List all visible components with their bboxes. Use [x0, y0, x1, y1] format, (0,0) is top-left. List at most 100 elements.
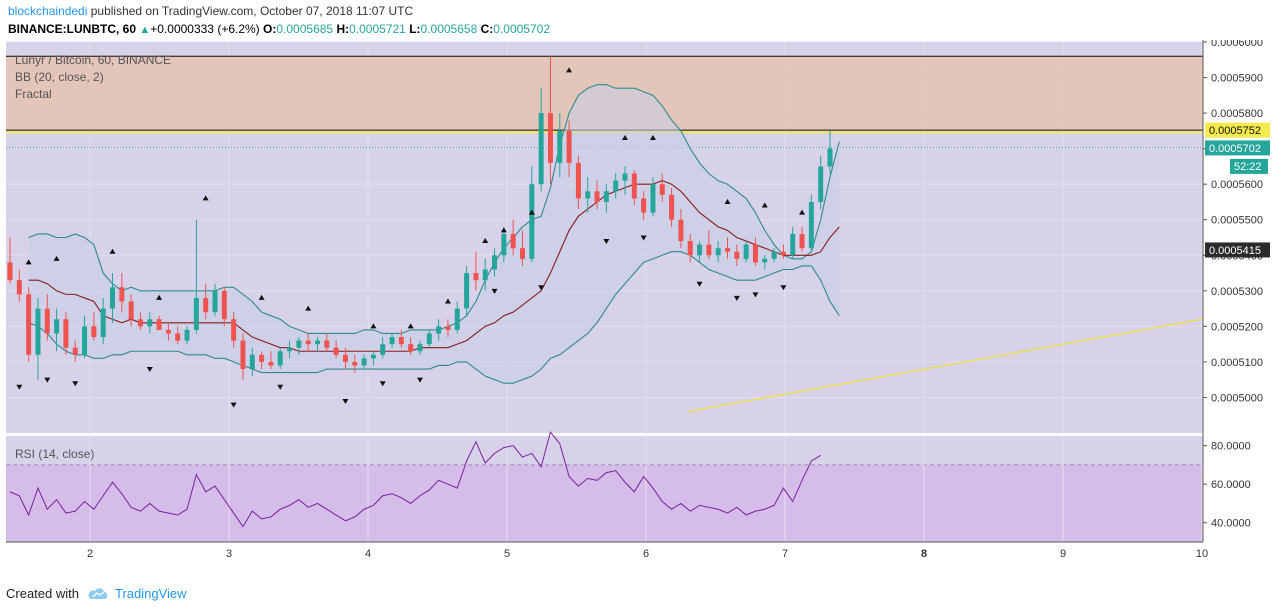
candle[interactable] [762, 255, 768, 270]
candle[interactable] [771, 248, 777, 263]
candle[interactable] [296, 337, 302, 355]
candle[interactable] [585, 177, 591, 213]
candle[interactable] [315, 337, 320, 352]
candle[interactable] [417, 340, 423, 355]
candle[interactable] [147, 312, 153, 334]
candle[interactable] [603, 184, 609, 213]
candle[interactable] [734, 244, 740, 266]
candle[interactable] [631, 169, 637, 206]
candle[interactable] [128, 294, 134, 327]
candle[interactable] [743, 241, 749, 263]
tradingview-link[interactable]: TradingView [87, 586, 187, 601]
candle[interactable] [82, 315, 88, 359]
candle[interactable] [240, 333, 246, 380]
candle[interactable] [91, 312, 97, 341]
candle[interactable] [7, 237, 13, 284]
candle[interactable] [547, 56, 553, 185]
candle[interactable] [687, 233, 693, 263]
candle[interactable] [175, 326, 181, 345]
candle[interactable] [780, 244, 786, 259]
candle[interactable] [538, 88, 544, 192]
candle[interactable] [454, 301, 460, 334]
candle[interactable] [482, 258, 488, 291]
candle[interactable] [165, 322, 171, 341]
candle[interactable] [35, 297, 41, 380]
candle[interactable] [678, 209, 684, 249]
candle[interactable] [342, 347, 348, 370]
fractal-up-marker [622, 134, 628, 140]
candle[interactable] [659, 173, 665, 202]
candle[interactable] [752, 237, 758, 266]
candle[interactable] [249, 347, 255, 377]
candle[interactable] [380, 337, 386, 359]
candle[interactable] [156, 315, 162, 330]
candle[interactable] [697, 241, 703, 263]
candle[interactable] [464, 265, 470, 316]
candle[interactable] [426, 329, 432, 348]
candle[interactable] [520, 230, 525, 266]
candle[interactable] [361, 354, 367, 370]
bb-legend[interactable]: BB (20, close, 2) [15, 70, 104, 84]
candle[interactable] [594, 180, 600, 210]
candle[interactable] [501, 226, 507, 263]
candle[interactable] [16, 269, 22, 302]
candle[interactable] [389, 333, 395, 348]
candle[interactable] [193, 219, 199, 334]
candle[interactable] [818, 155, 824, 210]
candle[interactable] [510, 219, 516, 256]
candle[interactable] [72, 340, 78, 362]
candle[interactable] [44, 294, 50, 341]
candle[interactable] [650, 177, 656, 217]
candle[interactable] [231, 312, 237, 348]
candle[interactable] [790, 226, 796, 259]
candle[interactable] [203, 283, 209, 320]
candle[interactable] [706, 230, 712, 259]
candle[interactable] [137, 312, 143, 330]
candle[interactable] [268, 351, 274, 370]
candle[interactable] [277, 347, 283, 370]
candle[interactable] [566, 120, 572, 178]
candle[interactable] [669, 187, 675, 227]
candle[interactable] [184, 326, 190, 345]
candle[interactable] [492, 248, 498, 277]
price-chart[interactable]: 0.00060000.00059000.00058000.00057000.00… [0, 40, 1274, 582]
author-link[interactable]: blockchaindedi [8, 4, 88, 18]
candle[interactable] [799, 226, 805, 252]
candle[interactable] [408, 337, 414, 355]
candle[interactable] [473, 251, 479, 291]
candle[interactable] [622, 166, 628, 195]
candle[interactable] [557, 113, 563, 178]
candle[interactable] [333, 340, 339, 359]
candle-body [35, 308, 41, 355]
candle[interactable] [445, 319, 451, 338]
candle[interactable] [212, 283, 218, 316]
candle[interactable] [725, 237, 730, 259]
candle[interactable] [119, 273, 125, 313]
rsi-legend[interactable]: RSI (14, close) [15, 447, 95, 461]
candle[interactable] [305, 333, 311, 352]
fractal-up-marker [761, 202, 768, 208]
fractal-legend[interactable]: Fractal [15, 87, 52, 101]
candle[interactable] [370, 351, 376, 366]
resistance-price-tag-bg [1205, 122, 1270, 138]
candle[interactable] [436, 319, 442, 341]
candle[interactable] [352, 354, 358, 373]
candle[interactable] [63, 312, 69, 355]
candle[interactable] [287, 340, 293, 359]
candle[interactable] [575, 155, 581, 210]
candle[interactable] [715, 241, 721, 263]
candle[interactable] [54, 308, 60, 352]
candle[interactable] [110, 273, 115, 323]
candle[interactable] [613, 173, 619, 199]
candle[interactable] [100, 297, 106, 345]
candle[interactable] [398, 329, 404, 348]
candle[interactable] [324, 333, 330, 352]
candle[interactable] [641, 191, 647, 220]
fractal-up-marker [109, 248, 116, 254]
candle[interactable] [26, 287, 32, 362]
candle[interactable] [221, 287, 227, 327]
trendline[interactable] [687, 318, 1203, 413]
candle[interactable] [259, 351, 265, 370]
candle[interactable] [827, 130, 833, 174]
candle[interactable] [808, 194, 814, 252]
